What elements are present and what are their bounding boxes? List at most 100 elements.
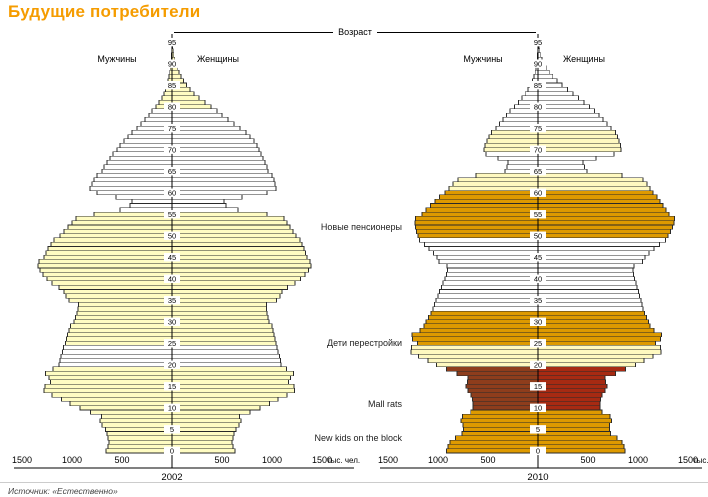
pyramid-bar-male <box>497 155 539 161</box>
pyramid-bar-female <box>537 297 642 303</box>
pyramid-bar-female <box>537 310 645 316</box>
pyramid-bar-male <box>432 306 539 312</box>
pyramid-bar-female <box>537 409 603 415</box>
pyramid-bar-male <box>472 401 539 406</box>
pyramid-bar-female <box>537 246 655 252</box>
age-tick-bg <box>164 382 180 391</box>
source-note: Источник: «Естественно» <box>0 482 708 496</box>
age-tick-bg <box>164 446 180 456</box>
pyramid-bar-female <box>171 388 295 394</box>
age-tick-bg <box>530 403 546 413</box>
age-tick-label: 85 <box>534 81 542 90</box>
pyramid-bar-male <box>46 276 173 282</box>
age-tick-label: 90 <box>534 59 542 68</box>
pyramid-bar-female <box>171 289 283 295</box>
pyramid-bar-female <box>171 422 240 428</box>
pyramid-bar-male <box>68 297 173 303</box>
pyramid-bar-male <box>51 392 173 398</box>
pyramid-bar-female <box>537 134 618 140</box>
pyramid-bar-female <box>537 155 597 161</box>
pyramid-bar-male <box>115 194 173 200</box>
pyramid-bar-female <box>171 177 275 183</box>
pyramid-bar-male <box>76 310 173 316</box>
age-tick-label: 25 <box>168 339 176 348</box>
x-tick-label: 1500 <box>678 455 698 465</box>
age-tick-label: 90 <box>168 59 176 68</box>
age-tick-bg <box>530 188 546 197</box>
pyramid-bar-male <box>73 319 173 325</box>
pyramid-bar-male <box>460 418 539 424</box>
age-tick-label: 55 <box>534 210 542 219</box>
pyramid-bar-male <box>70 323 173 329</box>
pyramid-bar-female <box>171 323 273 329</box>
pyramid-bar-male <box>472 396 539 402</box>
pyramid-bar-female <box>537 388 606 394</box>
pyramid-bar-male <box>521 95 539 101</box>
pyramid-bar-female <box>171 280 296 286</box>
pyramid-bar-female <box>537 95 579 101</box>
pyramid-bar-female <box>537 125 612 131</box>
pyramid-bar-male <box>77 306 173 312</box>
pyramid-bar-female <box>537 435 618 441</box>
pyramid-bar-male <box>416 229 539 234</box>
age-tick-label: 80 <box>168 102 176 111</box>
age-tick-bg <box>164 123 180 133</box>
pyramid-bar-male <box>59 233 173 239</box>
pyramid-bar-female <box>537 319 649 325</box>
age-tick-label: 75 <box>168 124 176 133</box>
pyramid-bar-female <box>537 439 623 445</box>
pyramid-bar-male <box>411 332 539 338</box>
pyramid-bar-female <box>537 276 635 282</box>
pyramid-bar-male <box>419 327 539 333</box>
pyramid-bar-female <box>171 383 295 389</box>
pyramid-bar-female <box>537 302 643 308</box>
pyramid-bar-female <box>537 366 626 372</box>
pyramid-bar-female <box>171 414 240 419</box>
pyramid-bar-female <box>537 315 647 320</box>
pyramid-bar-female <box>171 315 269 320</box>
pyramid-bar-female <box>171 293 281 299</box>
pyramid-bar-female <box>171 358 281 363</box>
age-tick-bg <box>530 37 546 47</box>
pyramid-bar-female <box>537 130 616 135</box>
age-tick-label: 65 <box>168 167 176 176</box>
age-tick-label: 85 <box>168 81 176 90</box>
pyramid-bar-female <box>537 289 639 295</box>
pyramid-bar-male <box>79 405 173 411</box>
pyramid-bar-female <box>171 336 276 342</box>
pyramid-bar-female <box>537 216 675 221</box>
pyramid-bar-female <box>171 237 301 243</box>
pyramid-bar-male <box>456 370 539 376</box>
pyramid-bar-male <box>439 194 539 200</box>
pyramid-bar-male <box>430 310 539 316</box>
x-tick-label: 500 <box>214 455 229 465</box>
pyramid-bar-female <box>171 164 268 170</box>
pyramid-bar-male <box>53 237 173 243</box>
pyramid-bar-female <box>537 160 584 166</box>
pyramid-bar-female <box>171 435 234 441</box>
pyramid-bar-female <box>171 121 235 127</box>
pyramid-bar-male <box>446 263 539 269</box>
age-tick-label: 95 <box>534 38 542 47</box>
pyramid-bar-male <box>101 168 173 174</box>
age-tick-bg <box>164 145 180 154</box>
pyramid-bar-male <box>425 207 539 213</box>
pyramid-bar-female <box>537 340 656 346</box>
pyramid-bar-male <box>71 220 173 226</box>
age-tick-bg <box>164 231 180 240</box>
pyramid-bar-male <box>44 383 173 389</box>
pyramid-bar-female <box>171 284 288 290</box>
pyramid-bar-female <box>171 233 297 239</box>
x-tick-label: 1500 <box>312 455 332 465</box>
pyramid-bar-female <box>171 194 243 200</box>
pyramid-bar-male <box>45 250 173 256</box>
pyramid-bar-male <box>65 293 173 299</box>
age-tick-bg <box>530 123 546 133</box>
pyramid-bar-male <box>449 439 539 445</box>
pyramid-bar-female <box>537 241 660 247</box>
pyramid-bar-male <box>106 160 173 166</box>
pyramid-bar-female <box>171 241 303 247</box>
pyramid-bar-female <box>171 138 255 144</box>
pyramid-bar-male <box>116 147 173 153</box>
age-tick-label: 50 <box>534 232 542 241</box>
